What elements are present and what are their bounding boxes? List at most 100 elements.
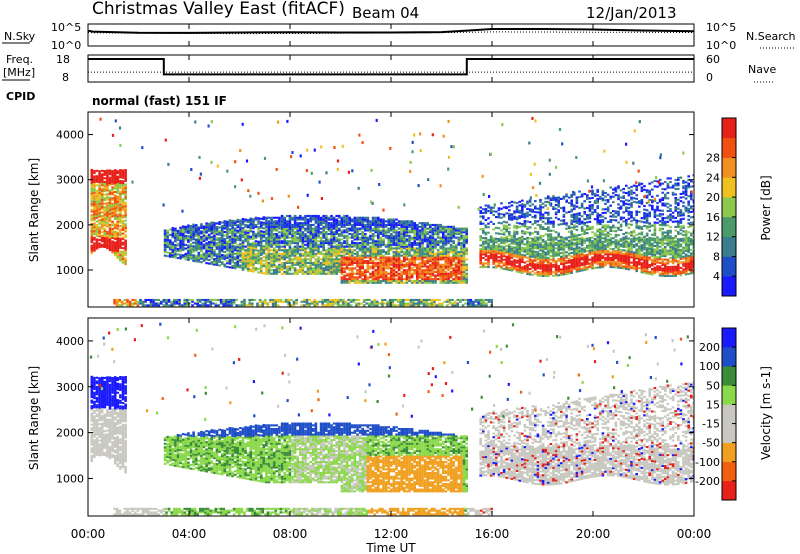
data-cell — [418, 261, 422, 264]
data-cell — [93, 182, 96, 185]
data-cell — [119, 230, 122, 233]
data-cell — [319, 263, 323, 266]
data-cell — [431, 261, 435, 264]
data-cell — [410, 220, 414, 223]
data-cell — [293, 223, 297, 226]
data-cell — [528, 267, 532, 270]
data-cell — [116, 177, 120, 180]
data-cell — [270, 269, 273, 272]
data-cell — [421, 233, 424, 236]
data-cell — [330, 231, 333, 234]
data-cell — [301, 223, 305, 226]
data-cell — [606, 238, 610, 241]
data-cell — [317, 267, 320, 270]
data-cell — [421, 236, 424, 239]
data-cell — [390, 220, 393, 223]
data-cell — [500, 240, 503, 243]
data-cell — [220, 257, 224, 260]
data-cell — [444, 234, 448, 237]
data-cell — [335, 225, 338, 228]
data-cell — [288, 254, 292, 257]
data-cell — [588, 220, 592, 223]
data-cell — [293, 245, 297, 248]
data-cell — [583, 261, 586, 264]
data-cell — [236, 265, 240, 268]
data-cell — [405, 272, 409, 275]
data-cell — [205, 227, 208, 230]
data-cell — [606, 242, 610, 245]
data-cell — [502, 238, 506, 241]
data-cell — [187, 244, 190, 247]
data-cell — [90, 232, 94, 235]
freq-lines — [88, 58, 694, 76]
data-cell — [340, 267, 344, 270]
data-cell — [257, 228, 260, 231]
data-cell — [332, 265, 336, 268]
data-cell — [405, 220, 409, 223]
data-cell — [534, 252, 537, 255]
data-cell — [338, 260, 341, 263]
data-cell — [197, 255, 201, 258]
data-cell — [395, 256, 398, 259]
data-cell — [586, 206, 589, 209]
data-cell — [554, 198, 558, 201]
data-cell — [562, 248, 566, 251]
data-cell — [197, 226, 201, 229]
data-cell — [418, 233, 422, 236]
data-cell — [447, 256, 450, 259]
data-cell — [534, 263, 537, 266]
data-cell — [426, 256, 429, 259]
data-cell — [565, 195, 568, 198]
data-cell — [95, 209, 99, 212]
data-cell — [403, 225, 406, 228]
data-cell — [413, 247, 416, 250]
data-cell — [562, 208, 566, 211]
data-cell — [457, 229, 461, 232]
data-cell — [90, 241, 94, 244]
data-cell — [554, 236, 558, 239]
data-cell — [562, 222, 566, 225]
data-cell — [416, 263, 419, 266]
data-cell — [345, 243, 349, 246]
data-cell — [400, 223, 403, 226]
data-cell — [192, 257, 195, 260]
data-cell — [599, 257, 602, 260]
data-cell — [505, 224, 508, 227]
data-cell — [429, 279, 432, 282]
data-cell — [241, 257, 245, 260]
data-cell — [197, 230, 201, 233]
data-cell — [330, 229, 333, 232]
data-cell — [588, 200, 592, 203]
data-cell — [418, 236, 422, 239]
data-cell — [387, 222, 390, 225]
data-cell — [465, 267, 468, 270]
data-cell — [116, 235, 120, 238]
data-cell — [103, 213, 107, 216]
data-cell — [447, 263, 450, 266]
data-cell — [106, 171, 109, 174]
data-cell — [187, 235, 190, 238]
data-cell — [455, 236, 458, 239]
data-cell — [119, 216, 122, 219]
data-cell — [573, 235, 576, 238]
data-cell — [606, 199, 610, 202]
data-cell — [361, 258, 364, 261]
data-cell — [455, 278, 458, 281]
data-cell — [265, 222, 268, 225]
data-cell — [382, 276, 385, 279]
data-cell — [280, 218, 284, 221]
data-cell — [90, 194, 94, 197]
data-cell — [312, 240, 315, 243]
data-cell — [343, 223, 346, 226]
data-cell — [562, 246, 566, 249]
data-cell — [429, 223, 432, 226]
data-cell — [278, 245, 281, 248]
data-cell — [226, 244, 229, 247]
data-cell — [272, 243, 276, 246]
data-cell — [434, 231, 437, 234]
data-cell — [174, 234, 177, 237]
data-cell — [327, 272, 331, 275]
data-cell — [184, 243, 188, 246]
data-cell — [377, 249, 380, 252]
data-cell — [379, 231, 383, 234]
